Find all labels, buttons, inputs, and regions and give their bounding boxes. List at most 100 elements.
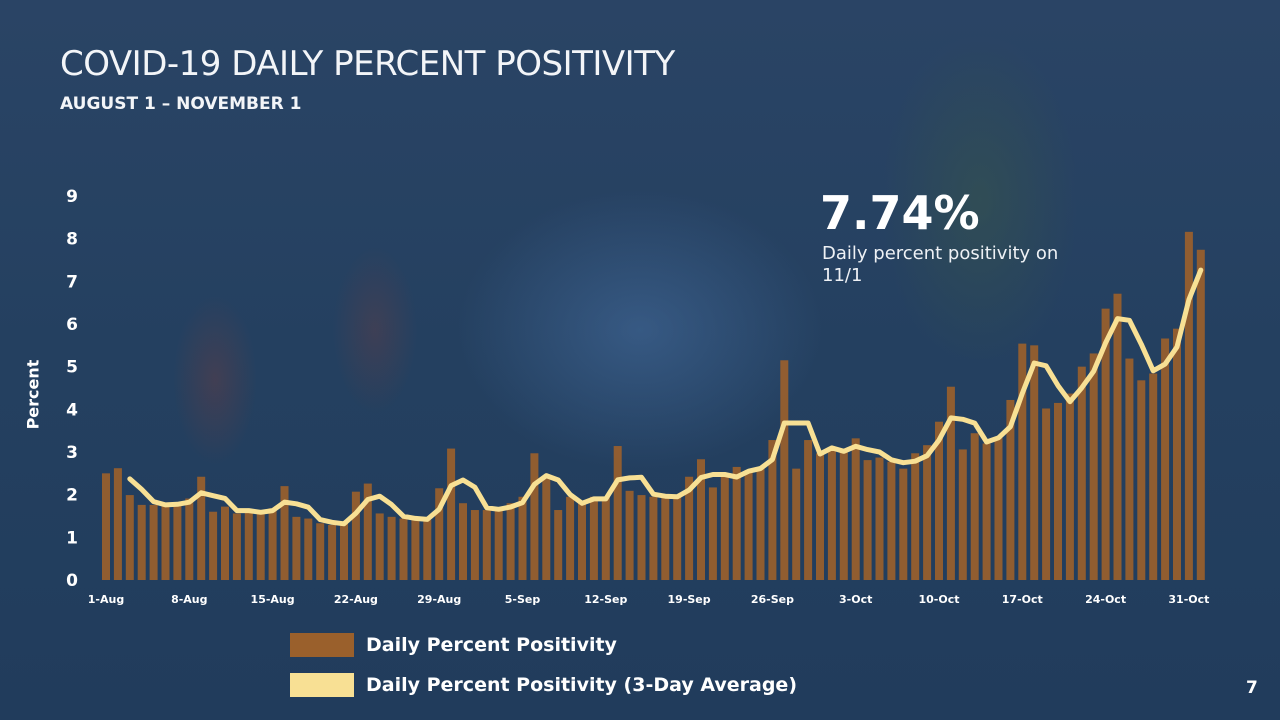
legend-swatch-line bbox=[290, 673, 354, 697]
bar-daily-positivity bbox=[363, 483, 372, 580]
bar-daily-positivity bbox=[494, 507, 503, 580]
bar-daily-positivity bbox=[994, 436, 1003, 580]
bar-daily-positivity bbox=[268, 508, 277, 580]
legend-label: Daily Percent Positivity (3-Day Average) bbox=[366, 674, 798, 696]
bar-daily-positivity bbox=[1173, 328, 1181, 580]
line-3-day-average bbox=[127, 267, 1204, 527]
bar-daily-positivity bbox=[411, 519, 420, 580]
x-tick-label: 12-Sep bbox=[584, 593, 627, 606]
bar-daily-positivity bbox=[875, 457, 884, 580]
bar-daily-positivity bbox=[1113, 293, 1122, 580]
x-tick-label: 24-Oct bbox=[1085, 593, 1126, 606]
x-tick-label: 29-Aug bbox=[417, 593, 461, 606]
bar-daily-positivity bbox=[304, 518, 313, 580]
bar-daily-positivity bbox=[792, 468, 801, 580]
y-tick-label: 6 bbox=[66, 315, 78, 335]
bar-daily-positivity bbox=[375, 513, 384, 580]
x-tick-label: 15-Aug bbox=[251, 593, 295, 606]
bar-daily-positivity bbox=[839, 450, 848, 580]
bar-daily-positivity bbox=[589, 496, 598, 580]
bar-daily-positivity bbox=[732, 466, 741, 580]
bar-daily-positivity bbox=[708, 487, 717, 580]
bar-daily-positivity bbox=[1137, 380, 1146, 580]
x-tick-label: 1-Aug bbox=[88, 593, 124, 606]
x-tick-label: 17-Oct bbox=[1002, 593, 1043, 606]
y-tick-label: 4 bbox=[66, 400, 78, 420]
bar-daily-positivity bbox=[1101, 308, 1110, 580]
bar-daily-positivity bbox=[1125, 358, 1134, 580]
bar-daily-positivity bbox=[578, 503, 586, 580]
bar-daily-positivity bbox=[1042, 408, 1051, 580]
bar-daily-positivity bbox=[447, 448, 456, 580]
bar-daily-positivity bbox=[387, 516, 396, 580]
bar-daily-positivity bbox=[1089, 353, 1098, 580]
bar-daily-positivity bbox=[459, 503, 467, 580]
bar-daily-positivity bbox=[137, 504, 146, 580]
bar-daily-positivity bbox=[209, 511, 218, 580]
bar-daily-positivity bbox=[1196, 249, 1205, 580]
bar-daily-positivity bbox=[601, 496, 610, 580]
x-tick-label: 5-Sep bbox=[505, 593, 541, 606]
y-tick-label: 9 bbox=[66, 187, 78, 207]
bar-daily-positivity bbox=[744, 469, 753, 580]
legend-label: Daily Percent Positivity bbox=[366, 634, 617, 656]
bar-daily-positivity bbox=[435, 488, 444, 580]
bar-daily-positivity bbox=[102, 473, 110, 580]
x-tick-label: 8-Aug bbox=[171, 593, 207, 606]
bar-daily-positivity bbox=[1065, 393, 1074, 580]
bar-daily-positivity bbox=[1184, 231, 1193, 580]
bar-daily-positivity bbox=[280, 486, 289, 580]
chart-title: COVID-19 DAILY PERCENT POSITIVITY bbox=[60, 44, 675, 84]
bar-daily-positivity bbox=[613, 446, 622, 580]
bar-daily-positivity bbox=[768, 440, 777, 580]
bar-daily-positivity bbox=[911, 453, 920, 580]
bar-daily-positivity bbox=[649, 496, 658, 580]
bar-daily-positivity bbox=[1018, 343, 1027, 580]
x-tick-label: 31-Oct bbox=[1168, 593, 1209, 606]
bar-daily-positivity bbox=[970, 433, 979, 580]
bar-daily-positivity bbox=[697, 459, 705, 580]
bar-daily-positivity bbox=[1006, 399, 1015, 580]
y-tick-label: 5 bbox=[66, 358, 78, 378]
bar-daily-positivity bbox=[518, 496, 527, 580]
x-tick-label: 22-Aug bbox=[334, 593, 378, 606]
bar-daily-positivity bbox=[554, 510, 563, 580]
bar-daily-positivity bbox=[1030, 345, 1039, 580]
bar-daily-positivity bbox=[542, 476, 551, 580]
bar-daily-positivity bbox=[1077, 366, 1086, 580]
bar-daily-positivity bbox=[637, 495, 646, 580]
legend-item-daily: Daily Percent Positivity bbox=[290, 633, 617, 657]
bar-daily-positivity bbox=[470, 510, 479, 580]
bar-daily-positivity bbox=[804, 440, 813, 580]
bar-daily-positivity bbox=[673, 496, 682, 580]
bar-daily-positivity bbox=[328, 524, 337, 580]
legend-item-average: Daily Percent Positivity (3-Day Average) bbox=[290, 673, 797, 697]
bar-daily-positivity bbox=[399, 518, 408, 580]
x-tick-label: 10-Oct bbox=[918, 593, 959, 606]
bar-daily-positivity bbox=[292, 516, 301, 580]
bar-daily-positivity bbox=[316, 523, 325, 580]
page-number: 7 bbox=[1246, 678, 1258, 698]
bar-daily-positivity bbox=[1149, 373, 1158, 580]
bar-daily-positivity bbox=[982, 443, 991, 580]
bar-daily-positivity bbox=[340, 523, 348, 580]
callout-description: Daily percent positivity on 11/1 bbox=[822, 243, 1059, 286]
bar-daily-positivity bbox=[923, 445, 932, 580]
bar-daily-positivity bbox=[958, 449, 967, 580]
bar-daily-positivity bbox=[232, 513, 241, 580]
bar-daily-positivity bbox=[780, 360, 789, 580]
bar-daily-positivity bbox=[851, 438, 860, 580]
bar-daily-positivity bbox=[899, 468, 908, 580]
legend-swatch-bar bbox=[290, 633, 354, 657]
x-tick-label: 26-Sep bbox=[751, 593, 794, 606]
y-tick-label: 3 bbox=[66, 443, 78, 463]
bar-daily-positivity bbox=[863, 460, 872, 580]
bar-daily-positivity bbox=[149, 504, 158, 580]
bar-daily-positivity bbox=[530, 453, 539, 580]
bar-daily-positivity bbox=[423, 519, 432, 580]
bar-daily-positivity bbox=[185, 498, 194, 580]
y-tick-label: 1 bbox=[66, 528, 78, 548]
y-tick-label: 0 bbox=[66, 571, 78, 591]
bar-daily-positivity bbox=[1054, 402, 1062, 580]
